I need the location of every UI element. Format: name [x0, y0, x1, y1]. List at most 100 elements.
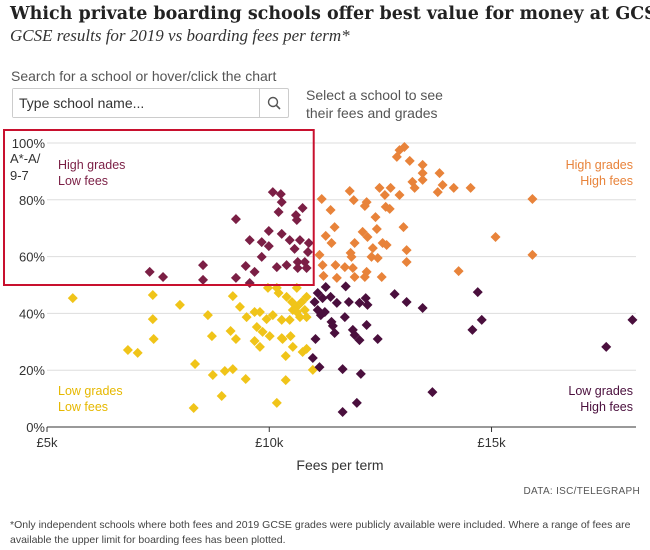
data-point-high-high[interactable]: [339, 262, 350, 273]
data-point-low-high[interactable]: [372, 333, 383, 344]
data-point-low-high[interactable]: [389, 289, 400, 300]
data-point-low-low[interactable]: [234, 301, 245, 312]
data-point-low-high[interactable]: [354, 297, 365, 308]
data-point-low-low[interactable]: [273, 287, 284, 298]
data-point-high-low[interactable]: [297, 203, 308, 214]
data-point-low-low[interactable]: [296, 297, 307, 308]
data-point-high-high[interactable]: [366, 251, 377, 262]
data-point-high-high[interactable]: [409, 182, 420, 193]
data-point-high-high[interactable]: [318, 270, 329, 281]
data-point-high-high[interactable]: [448, 182, 459, 193]
data-point-high-high[interactable]: [371, 224, 382, 235]
data-point-high-low[interactable]: [230, 272, 241, 283]
data-point-low-low[interactable]: [249, 335, 260, 346]
data-point-low-low[interactable]: [285, 331, 296, 342]
data-point-low-high[interactable]: [339, 312, 350, 323]
data-point-low-high[interactable]: [315, 310, 326, 321]
data-point-high-high[interactable]: [398, 222, 409, 233]
data-point-high-high[interactable]: [417, 168, 428, 179]
data-point-low-high[interactable]: [331, 297, 342, 308]
school-search-input[interactable]: [13, 89, 259, 117]
data-point-high-low[interactable]: [302, 247, 313, 258]
data-point-high-high[interactable]: [385, 182, 396, 193]
data-point-low-low[interactable]: [227, 291, 238, 302]
data-point-low-low[interactable]: [190, 358, 201, 369]
data-point-low-high[interactable]: [427, 387, 438, 398]
data-point-high-low[interactable]: [230, 214, 241, 225]
data-point-low-high[interactable]: [362, 299, 373, 310]
data-point-low-high[interactable]: [309, 297, 320, 308]
data-point-low-low[interactable]: [264, 331, 275, 342]
data-point-low-high[interactable]: [312, 287, 323, 298]
data-point-low-high[interactable]: [476, 314, 487, 325]
data-point-low-low[interactable]: [276, 314, 287, 325]
data-point-low-high[interactable]: [360, 293, 371, 304]
data-point-high-high[interactable]: [331, 272, 342, 283]
data-point-low-low[interactable]: [299, 304, 310, 315]
data-point-high-high[interactable]: [349, 237, 360, 248]
data-point-low-low[interactable]: [301, 312, 312, 323]
data-point-high-high[interactable]: [346, 251, 357, 262]
data-point-low-high[interactable]: [337, 406, 348, 417]
data-point-high-high[interactable]: [357, 226, 368, 237]
data-point-low-high[interactable]: [601, 341, 612, 352]
data-point-high-high[interactable]: [348, 195, 359, 206]
data-point-low-low[interactable]: [202, 310, 213, 321]
data-point-high-low[interactable]: [256, 237, 267, 248]
data-point-high-high[interactable]: [344, 185, 355, 196]
data-point-low-high[interactable]: [310, 333, 321, 344]
data-point-high-high[interactable]: [325, 205, 336, 216]
data-point-low-low[interactable]: [257, 326, 268, 337]
data-point-low-high[interactable]: [337, 364, 348, 375]
data-point-low-low[interactable]: [230, 333, 241, 344]
data-point-high-high[interactable]: [376, 272, 387, 283]
data-point-low-low[interactable]: [225, 326, 236, 337]
data-point-high-high[interactable]: [404, 155, 415, 166]
data-point-low-high[interactable]: [467, 324, 478, 335]
data-point-high-low[interactable]: [273, 207, 284, 218]
data-point-high-high[interactable]: [401, 245, 412, 256]
data-point-low-high[interactable]: [351, 397, 362, 408]
data-point-high-high[interactable]: [362, 232, 373, 243]
data-point-low-low[interactable]: [249, 306, 260, 317]
data-point-low-high[interactable]: [329, 327, 340, 338]
data-point-high-low[interactable]: [271, 262, 282, 273]
data-point-high-high[interactable]: [394, 189, 405, 200]
data-point-high-low[interactable]: [275, 189, 286, 200]
data-point-high-high[interactable]: [314, 249, 325, 260]
data-point-low-high[interactable]: [401, 297, 412, 308]
data-point-low-high[interactable]: [314, 362, 325, 373]
data-point-high-low[interactable]: [281, 260, 292, 271]
data-point-high-low[interactable]: [276, 197, 287, 208]
data-point-high-low[interactable]: [240, 260, 251, 271]
data-point-low-low[interactable]: [206, 331, 217, 342]
data-point-high-low[interactable]: [291, 214, 302, 225]
data-point-low-low[interactable]: [301, 343, 312, 354]
data-point-low-low[interactable]: [174, 299, 185, 310]
data-point-high-low[interactable]: [263, 241, 274, 252]
data-point-low-low[interactable]: [254, 306, 265, 317]
data-point-high-high[interactable]: [527, 249, 538, 260]
data-point-low-low[interactable]: [67, 293, 78, 304]
data-point-high-low[interactable]: [276, 228, 287, 239]
data-point-high-high[interactable]: [432, 187, 443, 198]
data-point-high-high[interactable]: [316, 193, 327, 204]
data-point-high-low[interactable]: [158, 272, 169, 283]
data-point-high-low[interactable]: [294, 235, 305, 246]
data-point-low-high[interactable]: [307, 352, 318, 363]
data-point-low-high[interactable]: [349, 329, 360, 340]
data-point-low-high[interactable]: [317, 293, 328, 304]
data-point-high-high[interactable]: [453, 266, 464, 277]
data-point-high-high[interactable]: [399, 141, 410, 152]
data-point-high-high[interactable]: [326, 237, 337, 248]
data-point-low-low[interactable]: [132, 347, 143, 358]
data-point-high-high[interactable]: [527, 193, 538, 204]
data-point-low-low[interactable]: [284, 314, 295, 325]
data-point-low-low[interactable]: [251, 322, 262, 333]
data-point-high-low[interactable]: [292, 262, 303, 273]
data-point-high-high[interactable]: [379, 189, 390, 200]
data-point-low-high[interactable]: [354, 335, 365, 346]
data-point-low-low[interactable]: [148, 333, 159, 344]
data-point-low-high[interactable]: [340, 281, 351, 292]
data-point-low-high[interactable]: [325, 291, 336, 302]
